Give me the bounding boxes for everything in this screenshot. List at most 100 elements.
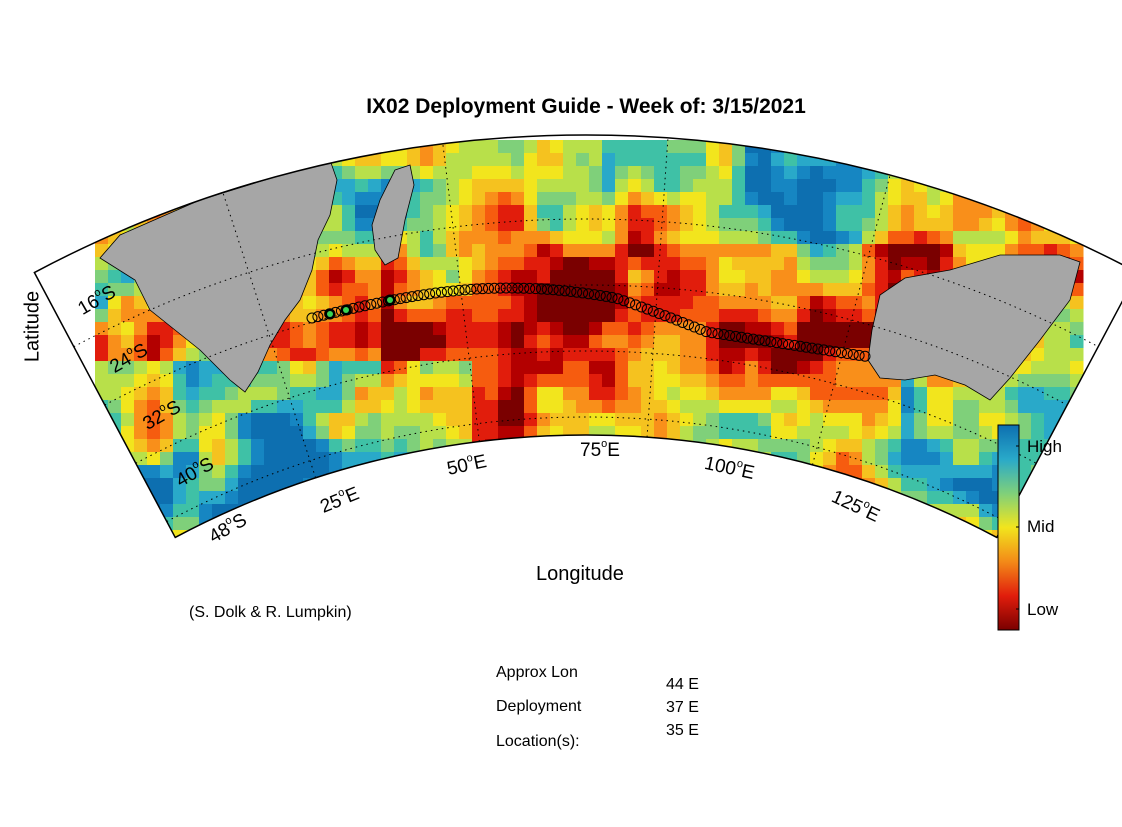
track-marker (541, 283, 553, 295)
info-label-line1: Approx Lon (496, 664, 578, 681)
track-marker (459, 284, 471, 296)
colorbar-label-mid: Mid (1027, 517, 1055, 536)
track-marker (641, 303, 653, 315)
track-marker (694, 323, 706, 335)
track-marker (777, 338, 789, 350)
deployment-location-3: 35 E (666, 722, 699, 739)
track-marker (712, 328, 724, 340)
track-marker (800, 341, 812, 353)
graticule-longitude-line (811, 174, 891, 465)
track-marker (665, 312, 677, 324)
track-marker (841, 348, 853, 360)
ocean-field (73, 137, 1099, 538)
x-axis-title: Longitude (536, 563, 624, 585)
graticule-longitude-line (222, 192, 317, 478)
y-axis-title: Latitude (21, 290, 44, 363)
track-marker (794, 340, 806, 352)
track-marker (630, 299, 642, 311)
track-marker (453, 284, 465, 296)
colorbar-label-high: High (1027, 437, 1062, 456)
track-marker (612, 293, 624, 305)
track-marker (765, 336, 777, 348)
track-marker (618, 295, 630, 307)
deployment-marker-dot (327, 311, 333, 317)
track-marker (859, 350, 871, 362)
track-marker (494, 282, 506, 294)
track-marker (535, 283, 547, 295)
track-marker (312, 311, 324, 323)
track-marker (471, 283, 483, 295)
track-marker (783, 338, 795, 350)
track-marker (371, 297, 383, 309)
track-marker (688, 321, 700, 333)
australia-landmass (867, 254, 1081, 401)
track-marker (530, 283, 542, 295)
track-marker (412, 290, 424, 302)
track-marker (365, 298, 377, 310)
track-marker (806, 342, 818, 354)
track-marker (524, 282, 536, 294)
info-label-line3: Location(s): (496, 733, 580, 750)
track-marker (571, 286, 583, 298)
deployment-location-2: 37 E (666, 699, 699, 716)
track-marker (747, 333, 759, 345)
credit-text: (S. Dolk & R. Lumpkin) (189, 604, 352, 621)
track-marker (635, 301, 647, 313)
track-marker (553, 284, 565, 296)
track-marker (647, 305, 659, 317)
track-marker (441, 286, 453, 298)
track-marker (830, 346, 842, 358)
info-label-line2: Deployment (496, 698, 582, 715)
track-marker (406, 291, 418, 303)
track-marker (488, 282, 500, 294)
madagascar-landmass (371, 164, 415, 266)
deployment-marker-dot (343, 307, 349, 313)
track-marker (759, 335, 771, 347)
track-marker (788, 339, 800, 351)
track-marker (606, 291, 618, 303)
track-marker (741, 332, 753, 344)
track-marker (853, 349, 865, 361)
track-marker (353, 301, 365, 313)
graticule-latitude-line (135, 350, 1037, 464)
track-marker (477, 283, 489, 295)
track-marker (306, 312, 318, 324)
lon-label-75: 75oE (580, 438, 620, 461)
track-marker (735, 331, 747, 343)
track-marker (818, 344, 830, 356)
track-marker (518, 282, 530, 294)
track-marker (835, 347, 847, 359)
track-marker (430, 287, 442, 299)
colorbar (997, 424, 1020, 631)
track-marker (677, 316, 689, 328)
track-marker (812, 343, 824, 355)
track-marker (465, 283, 477, 295)
track-marker (482, 282, 494, 294)
track-marker (447, 285, 459, 297)
track-marker (771, 337, 783, 349)
track-marker (418, 289, 430, 301)
track-marker (671, 314, 683, 326)
track-marker (824, 345, 836, 357)
track-marker (359, 300, 371, 312)
track-marker (683, 319, 695, 331)
track-marker (706, 327, 718, 339)
track-marker (400, 292, 412, 304)
graticule-longitude-line (646, 137, 669, 438)
graticule-latitude-line (104, 284, 1068, 406)
graticule-latitude-line (73, 218, 1099, 348)
track-marker (547, 284, 559, 296)
map-frame (33, 134, 1122, 539)
track-marker (424, 288, 436, 300)
colorbar-label-low: Low (1027, 600, 1059, 619)
deployment-location-1: 44 E (666, 676, 699, 693)
track-marker (500, 282, 512, 294)
track-marker (847, 348, 859, 360)
track-marker (435, 286, 447, 298)
track-marker (594, 289, 606, 301)
page-title: IX02 Deployment Guide - Week of: 3/15/20… (366, 95, 806, 118)
track-marker (624, 297, 636, 309)
track-marker (565, 286, 577, 298)
track-marker (512, 282, 524, 294)
